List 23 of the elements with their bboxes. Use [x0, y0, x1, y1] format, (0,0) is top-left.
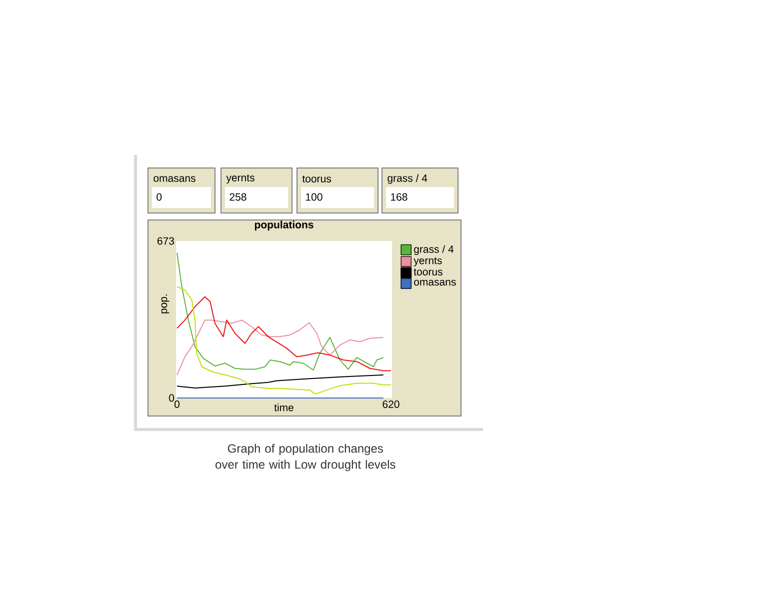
legend-label: grass / 4: [414, 245, 454, 255]
legend-label: omasans: [414, 280, 456, 286]
category-label: grass / 4: [388, 174, 428, 184]
data-label: 0: [156, 193, 162, 201]
text: Graph of population changes over time with Low drought levels: [216, 444, 396, 472]
x-axis-title: time: [274, 404, 294, 412]
legend-label: toorus: [414, 268, 442, 276]
category-label: omasans: [154, 176, 196, 182]
line-series: [176, 286, 392, 395]
line-series: [176, 296, 392, 372]
x-tick-label: 620: [382, 400, 400, 408]
category-label: yernts: [226, 174, 254, 184]
chart-title: populations: [254, 220, 314, 230]
data-label: 168: [391, 193, 408, 201]
line-series: [176, 374, 384, 388]
legend-label: yernts: [414, 257, 442, 266]
y-axis-title: pop.: [161, 294, 170, 314]
y-tick-label: 673: [157, 237, 174, 245]
line-series: [176, 252, 384, 371]
data-label: 100: [306, 193, 322, 201]
line-series: [176, 320, 384, 376]
category-label: toorus: [302, 176, 331, 182]
data-label: 258: [230, 193, 246, 201]
